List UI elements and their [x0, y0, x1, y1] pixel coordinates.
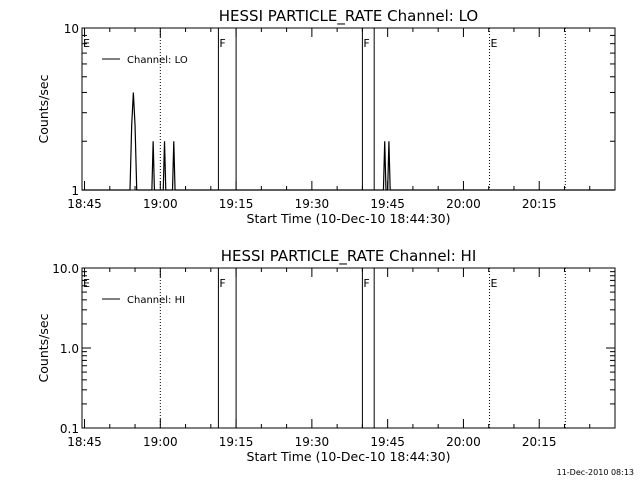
y-tick-label: 0.1 [60, 422, 79, 436]
flag-label: E [491, 277, 498, 290]
chart-title: HESSI PARTICLE_RATE Channel: HI [221, 247, 477, 266]
legend-entry: Channel: HI [127, 295, 185, 306]
x-tick-label: 19:45 [370, 197, 405, 211]
flag-label: F [363, 37, 369, 50]
x-axis-label: Start Time (10-Dec-10 18:44:30) [247, 449, 451, 464]
y-tick-label: 10.0 [52, 262, 79, 276]
x-tick-label: 20:15 [522, 197, 557, 211]
y-tick-label: 1 [71, 184, 79, 198]
x-tick-label: 19:30 [295, 435, 330, 449]
chart-panel-2: HESSI PARTICLE_RATE Channel: HI 18:45 19:0… [36, 247, 616, 464]
chart-title: HESSI PARTICLE_RATE Channel: LO [219, 7, 478, 26]
x-tick-label: 20:00 [446, 435, 481, 449]
flag-label: E [83, 277, 90, 290]
flag-label: E [83, 37, 90, 50]
x-tick-label: 19:30 [295, 197, 330, 211]
x-tick-label: 20:15 [522, 435, 557, 449]
y-tick-label: 10 [64, 22, 79, 36]
y-axis-label: Counts/sec [36, 313, 51, 382]
plot-frame [81, 267, 616, 429]
x-tick-label: 20:00 [446, 197, 481, 211]
flag-label: F [363, 277, 369, 290]
series-line-1 [82, 92, 615, 191]
flag-label: E [491, 37, 498, 50]
y-tick-label: 1.0 [60, 342, 79, 356]
x-tick-label: 19:15 [219, 435, 254, 449]
x-tick-label: 19:00 [143, 435, 178, 449]
x-tick-label: 18:45 [67, 435, 102, 449]
flag-label: F [219, 277, 225, 290]
x-tick-label: 18:45 [67, 197, 102, 211]
y-axis-label: Counts/sec [36, 74, 51, 143]
x-tick-label: 19:45 [370, 435, 405, 449]
x-tick-label: 19:00 [143, 197, 178, 211]
legend-entry: Channel: LO [127, 55, 188, 66]
x-axis-label: Start Time (10-Dec-10 18:44:30) [247, 211, 451, 226]
footer-timestamp: 11-Dec-2010 08:13 [557, 468, 634, 477]
flag-label: F [219, 37, 225, 50]
plot-frame [81, 27, 616, 191]
chart-panel-1: HESSI PARTICLE_RATE Channel: LO 18:45 19:0… [36, 7, 616, 226]
x-tick-label: 19:15 [219, 197, 254, 211]
